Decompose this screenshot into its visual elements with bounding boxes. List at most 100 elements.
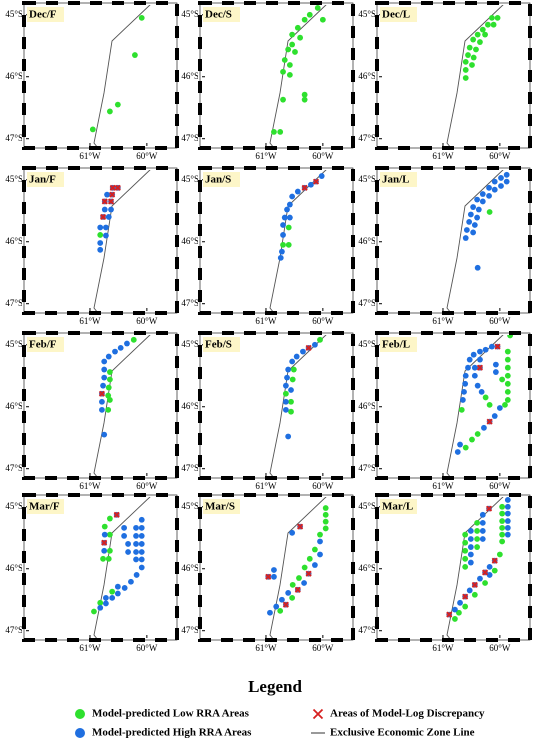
- y-tick-label: 45°S: [5, 339, 23, 349]
- y-tick-label: 46°S: [5, 236, 23, 246]
- low-rra-point: [280, 68, 286, 75]
- panel-label: Feb/S: [205, 339, 232, 351]
- low-rra-point: [462, 58, 469, 65]
- discrepancy-cross: [471, 581, 478, 588]
- high-rra-point: [117, 344, 124, 351]
- low-rra-point: [280, 241, 286, 248]
- high-rra-point: [267, 609, 273, 616]
- high-rra-point: [103, 224, 109, 231]
- low-rra-point: [294, 24, 301, 31]
- low-rra-point: [462, 563, 469, 570]
- high-rra-point: [462, 380, 469, 387]
- panel-label: Dec/F: [29, 9, 57, 21]
- low-rra-point: [499, 518, 506, 524]
- high-rra-point: [101, 358, 108, 365]
- legend-label: Model-predicted Low RRA Areas: [92, 708, 250, 720]
- high-rra-point: [101, 374, 108, 381]
- low-rra-point: [482, 580, 488, 586]
- x-tick-label: 60°W: [136, 643, 158, 653]
- low-rra-point: [474, 431, 481, 437]
- low-rra-point: [288, 408, 294, 415]
- panel-background: [24, 333, 177, 478]
- y-tick-label: 47°S: [358, 298, 376, 308]
- high-rra-point: [482, 346, 489, 353]
- low-rra-point: [486, 209, 493, 215]
- low-rra-point: [462, 444, 469, 451]
- low-rra-point: [286, 71, 293, 78]
- high-rra-point: [474, 196, 481, 203]
- low-rra-point: [101, 523, 108, 530]
- high-rra-point: [504, 531, 511, 538]
- low-rra-point: [469, 436, 475, 443]
- high-rra-point: [470, 351, 477, 358]
- low-rra-point: [106, 547, 113, 554]
- map-panel: 61°W 60°W 45°S 46°S 47°S Feb/S: [181, 331, 355, 491]
- low-rra-point: [288, 398, 294, 405]
- high-rra-point: [311, 562, 318, 568]
- high-rra-point: [470, 204, 477, 210]
- high-rra-point: [289, 529, 296, 536]
- low-rra-point: [301, 16, 308, 23]
- high-rra-point: [474, 214, 481, 221]
- low-rra-point: [462, 531, 469, 538]
- high-rra-point: [99, 398, 105, 405]
- discrepancy-cross: [491, 557, 498, 564]
- x-tick-label: 60°W: [136, 151, 158, 161]
- low-rra-point: [289, 581, 296, 588]
- low-rra-point: [317, 531, 323, 538]
- high-rra-point: [121, 524, 128, 531]
- low-rra-point: [504, 348, 511, 355]
- y-tick-label: 47°S: [5, 625, 23, 635]
- high-rra-point: [281, 214, 288, 221]
- x-tick-label: 60°W: [489, 316, 511, 326]
- high-rra-point: [105, 214, 112, 220]
- high-rra-point: [285, 366, 292, 373]
- discrepancy-cross: [305, 570, 312, 577]
- discrepancy-cross: [114, 184, 121, 191]
- map-panel: 61°W 60°W 45°S 46°S 47°S Jan/F: [5, 166, 179, 326]
- y-tick-label: 45°S: [358, 339, 376, 349]
- high-rra-point: [293, 353, 300, 360]
- low-rra-point: [317, 336, 323, 343]
- high-rra-point: [471, 364, 478, 371]
- high-rra-point: [114, 583, 121, 590]
- low-rra-point: [106, 531, 113, 538]
- high-rra-point: [467, 528, 474, 534]
- map-panel: 61°W 60°W 45°S 46°S 47°S Dec/L: [358, 1, 532, 161]
- low-rra-point: [499, 510, 506, 517]
- low-rra-point: [132, 52, 138, 58]
- panel-label-box: [27, 172, 64, 187]
- y-tick-label: 46°S: [181, 401, 199, 411]
- high-rra-point: [282, 382, 289, 389]
- high-rra-point: [454, 449, 461, 455]
- map-panel: 61°W 60°W 45°S 46°S 47°S Mar/S: [181, 493, 355, 653]
- y-tick-label: 47°S: [358, 625, 376, 635]
- low-rra-point: [456, 609, 462, 616]
- high-rra-point: [452, 606, 458, 613]
- frame-edge: [376, 332, 531, 479]
- y-tick-label: 46°S: [181, 236, 199, 246]
- high-rra-point: [308, 181, 314, 188]
- high-rra-point: [97, 240, 104, 246]
- high-rra-point: [97, 604, 104, 611]
- frame-edge: [23, 2, 178, 149]
- high-rra-point: [109, 594, 116, 601]
- high-rra-point: [284, 374, 290, 381]
- low-rra-point: [322, 505, 329, 511]
- high-rra-point: [457, 599, 463, 606]
- panel-background: [377, 168, 530, 313]
- x-tick-label: 61°W: [79, 151, 101, 161]
- x-tick-label: 61°W: [79, 643, 101, 653]
- panel-label-box: [380, 7, 417, 22]
- low-rra-point: [488, 14, 495, 21]
- discrepancy-cross: [486, 505, 493, 512]
- high-rra-point: [478, 388, 485, 395]
- low-rra-point: [286, 62, 293, 68]
- high-rra-point: [504, 503, 511, 510]
- high-rra-point: [138, 564, 145, 571]
- panel-label: Jan/L: [382, 174, 410, 186]
- high-rra-point: [138, 516, 145, 523]
- high-rra-point: [97, 224, 104, 231]
- y-tick-label: 45°S: [358, 174, 376, 184]
